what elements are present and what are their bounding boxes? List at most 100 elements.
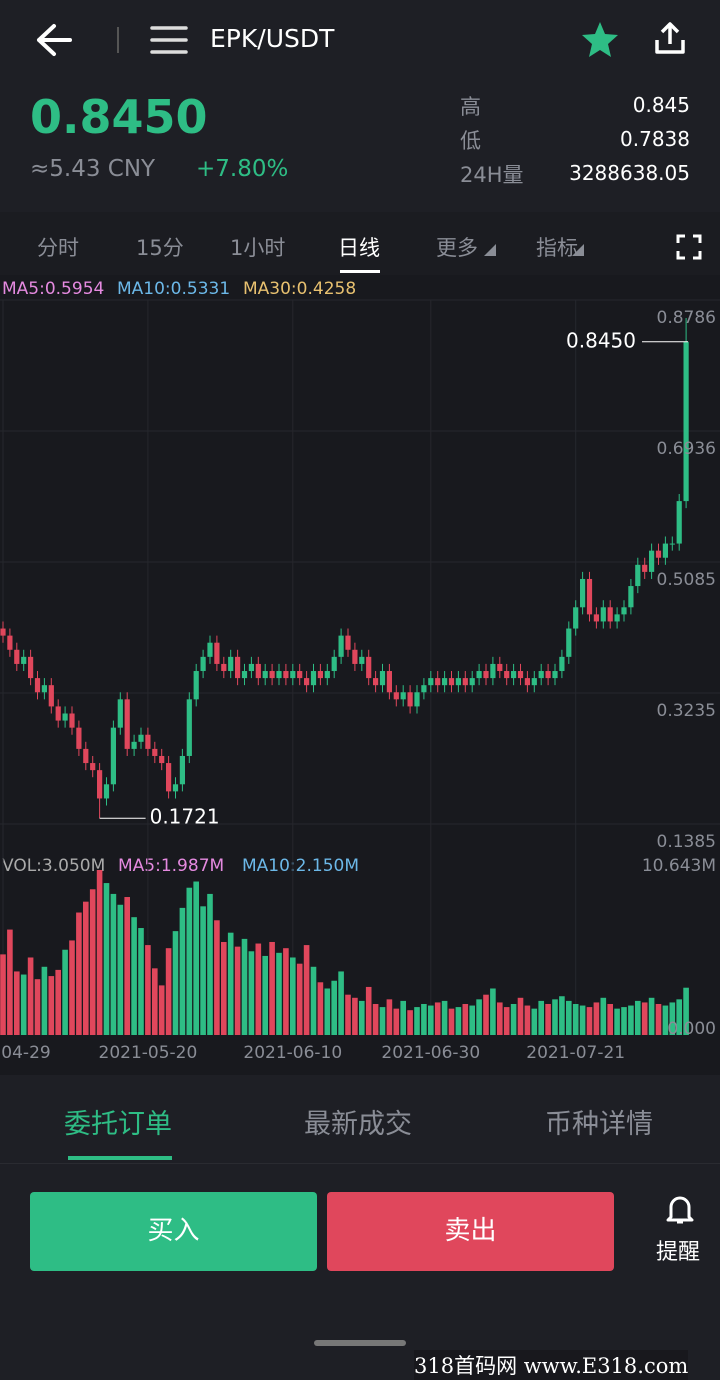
volume-bar xyxy=(607,1003,613,1035)
buy-button[interactable]: 买入 xyxy=(30,1192,317,1271)
y-tick-label: 0.5085 xyxy=(657,570,716,590)
menu-button[interactable] xyxy=(150,24,188,56)
back-button[interactable] xyxy=(34,22,74,58)
volume-bar xyxy=(621,1007,627,1035)
sell-button[interactable]: 卖出 xyxy=(327,1192,614,1271)
candle-body xyxy=(103,784,110,799)
candle-body xyxy=(628,586,634,608)
stat-label: 低 xyxy=(460,129,481,153)
volume-bar xyxy=(221,941,227,1035)
candle-body xyxy=(545,671,551,679)
volume-bar xyxy=(131,917,137,1035)
stat-value: 0.7838 xyxy=(620,127,690,151)
candle-body xyxy=(28,656,34,679)
volume-bar xyxy=(303,945,310,1035)
candle-body xyxy=(214,642,220,664)
volume-bar xyxy=(124,897,130,1035)
bottom-tab[interactable]: 币种详情 xyxy=(545,1109,653,1140)
volume-bar xyxy=(117,904,124,1035)
candle-body xyxy=(138,734,144,742)
volume-bar xyxy=(579,1005,586,1035)
candle-body xyxy=(304,678,310,686)
volume-bar xyxy=(200,906,206,1035)
volume-bar xyxy=(7,929,13,1035)
volume-bar xyxy=(462,1003,469,1035)
volume-bar xyxy=(179,907,186,1035)
y-tick-label: 0.1385 xyxy=(657,832,716,852)
candle-body xyxy=(7,635,13,650)
volume-bar xyxy=(559,996,565,1035)
interval-tab[interactable]: 1小时 xyxy=(230,236,286,260)
candle-body xyxy=(221,663,227,672)
candle-body xyxy=(566,628,572,657)
volume-bar xyxy=(83,901,89,1035)
volume-bar xyxy=(648,997,655,1035)
volume-bar xyxy=(234,946,241,1035)
interval-tab[interactable]: 更多 xyxy=(436,236,478,260)
volume-bar xyxy=(510,1003,517,1035)
candle-body xyxy=(593,614,599,622)
bottom-tab[interactable]: 最新成交 xyxy=(304,1109,412,1140)
volume-bar xyxy=(172,931,179,1035)
interval-tab[interactable]: 15分 xyxy=(136,236,184,260)
volume-bar xyxy=(455,1007,462,1035)
candle-body xyxy=(649,550,655,572)
candle-body xyxy=(152,748,158,756)
volume-bar xyxy=(524,1005,531,1035)
volume-bar xyxy=(331,980,337,1035)
candle-body xyxy=(338,635,344,657)
candle-body xyxy=(662,543,668,558)
volume-bar xyxy=(89,889,96,1035)
high-marker-label: 0.8450 xyxy=(566,328,636,352)
volume-bar xyxy=(55,969,61,1035)
candle-body xyxy=(586,578,593,615)
volume-bar xyxy=(490,988,496,1035)
watermark: 318首码网 www.E318.com xyxy=(414,1350,689,1380)
volume-bar xyxy=(379,1007,386,1035)
candle-body xyxy=(317,671,323,679)
bottom-tab[interactable]: 委托订单 xyxy=(64,1109,172,1140)
x-tick-label: 2021-06-10 xyxy=(243,1043,342,1063)
candle-body xyxy=(110,727,116,785)
candle-body xyxy=(669,543,675,545)
share-button[interactable] xyxy=(652,20,688,56)
home-indicator xyxy=(314,1340,406,1346)
candle-body xyxy=(642,564,648,572)
interval-tab[interactable]: 分时 xyxy=(37,236,79,260)
x-tick-label: 04-29 xyxy=(1,1043,50,1063)
candle-body xyxy=(607,607,613,622)
volume-bar xyxy=(538,1000,544,1035)
volume-bar xyxy=(628,1005,634,1035)
volume-bar xyxy=(207,893,213,1035)
volume-bar xyxy=(145,945,151,1035)
indicator-tab[interactable]: 指标 xyxy=(536,236,578,260)
volume-bar xyxy=(241,938,248,1035)
candle-body xyxy=(124,699,130,749)
candle-body xyxy=(193,671,199,700)
candle-body xyxy=(117,699,123,728)
volume-bar xyxy=(600,997,607,1035)
alert-label[interactable]: 提醒 xyxy=(656,1240,701,1265)
candle-body xyxy=(179,755,185,785)
candle-body xyxy=(366,656,372,679)
candle-body xyxy=(469,678,475,686)
candle-body xyxy=(531,678,537,686)
ma-label: MA10:0.5331 xyxy=(117,279,230,299)
volume-bar xyxy=(448,1008,455,1035)
bell-icon[interactable] xyxy=(666,1194,694,1226)
low-marker-label: 0.1721 xyxy=(150,805,220,829)
candle-body xyxy=(504,671,510,679)
candle-body xyxy=(55,706,61,721)
volume-bar xyxy=(255,943,262,1035)
fullscreen-button[interactable] xyxy=(676,234,702,260)
volume-bar xyxy=(614,1008,620,1035)
interval-tab[interactable]: 日线 xyxy=(338,236,380,260)
candle-body xyxy=(517,671,524,679)
volume-bar xyxy=(34,979,41,1035)
candle-body xyxy=(448,678,455,686)
candle-body xyxy=(262,671,268,679)
cny-price: ≈5.43 CNY xyxy=(30,156,156,182)
favorite-button[interactable] xyxy=(580,20,620,60)
volume-bar xyxy=(359,1000,365,1035)
volume-bar xyxy=(428,1005,434,1035)
